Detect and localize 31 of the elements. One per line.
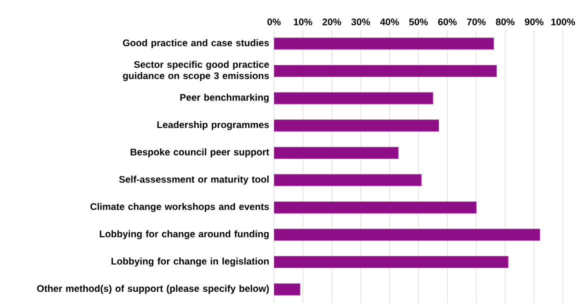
x-tick-label: 30% bbox=[351, 18, 370, 26]
x-tick-label: 50% bbox=[409, 18, 428, 26]
y-tick-label: Good practice and case studies bbox=[122, 39, 269, 48]
bar bbox=[274, 174, 422, 186]
y-tick-label: Sector specific good practice guidance on scope 3 emissions bbox=[122, 60, 269, 82]
x-tick-label: 0% bbox=[267, 18, 281, 26]
y-tick-label: Bespoke council peer support bbox=[130, 148, 270, 158]
y-tick-label: Lobbying for change around funding bbox=[100, 230, 269, 240]
bar bbox=[274, 146, 399, 159]
y-tick-label: Lobbying for change in legislation bbox=[112, 258, 269, 267]
y-tick-label: Self-assessment or maturity tool bbox=[119, 176, 269, 185]
y-tick-label: Leadership programmes bbox=[157, 121, 269, 130]
bar bbox=[274, 228, 540, 241]
bar bbox=[274, 120, 440, 132]
x-tick-label: 10% bbox=[294, 18, 312, 26]
y-tick-label: Climate change workshops and events bbox=[90, 202, 269, 212]
bar bbox=[274, 256, 508, 268]
bar bbox=[274, 38, 494, 50]
y-tick-label: Peer benchmarking bbox=[180, 94, 269, 103]
x-tick-label: 100% bbox=[551, 18, 576, 26]
x-tick-label: 80% bbox=[496, 18, 515, 26]
bar bbox=[274, 283, 300, 296]
x-tick-label: 70% bbox=[467, 18, 486, 26]
bar bbox=[274, 92, 434, 104]
y-tick-label: Other method(s) of support (please specify below) bbox=[37, 284, 269, 294]
bar bbox=[274, 64, 497, 77]
x-tick-label: 90% bbox=[524, 18, 544, 26]
bar bbox=[274, 201, 477, 214]
x-tick-label: 20% bbox=[322, 18, 342, 26]
x-tick-label: 40% bbox=[380, 18, 399, 26]
x-tick-label: 60% bbox=[438, 18, 457, 26]
